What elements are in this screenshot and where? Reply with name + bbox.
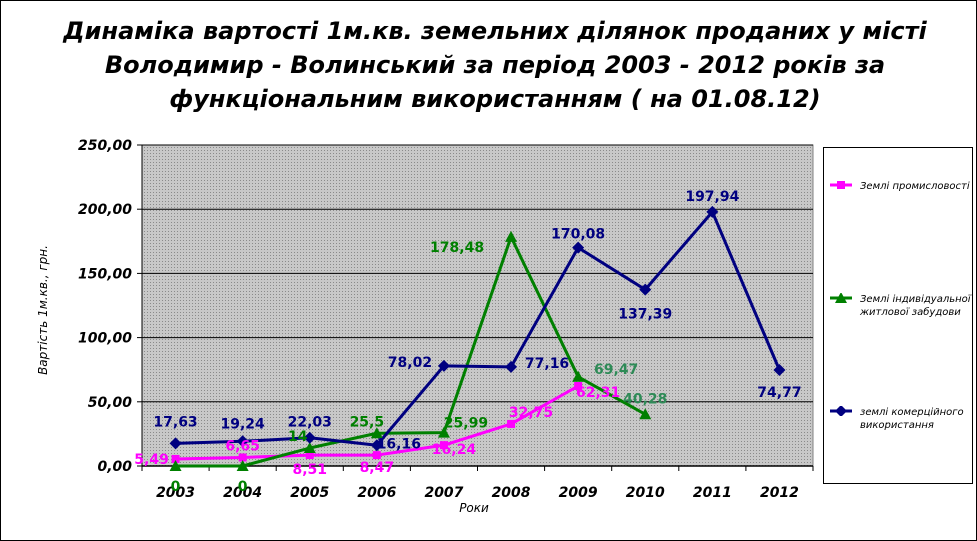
chart-title: Динаміка вартості 1м.кв. земельних ділян… bbox=[60, 14, 930, 116]
data-label: 19,24 bbox=[221, 416, 266, 432]
data-point bbox=[574, 381, 583, 390]
x-tick-label: 2004 bbox=[223, 485, 262, 501]
series-lines bbox=[169, 205, 786, 471]
data-label: 25,99 bbox=[444, 416, 488, 432]
data-label: 25,5 bbox=[350, 414, 385, 430]
data-label: 178,48 bbox=[430, 240, 484, 256]
x-tick-label: 2011 bbox=[693, 485, 732, 501]
data-point bbox=[305, 451, 314, 460]
data-point bbox=[370, 439, 383, 452]
x-tick-label: 2012 bbox=[760, 485, 799, 501]
data-point bbox=[169, 437, 182, 450]
data-labels: 5,49 6,65 8,51 8,47 16,24 32,75 62,31 0 0 14 25,5 2… bbox=[134, 189, 801, 495]
data-point bbox=[773, 363, 786, 376]
data-point bbox=[171, 454, 180, 463]
chart-title-line-1: Динаміка вартості 1м.кв. земельних ділян… bbox=[63, 17, 927, 45]
legend-marker bbox=[835, 406, 847, 416]
data-point bbox=[236, 460, 249, 471]
data-point bbox=[238, 453, 247, 462]
data-label: 32,75 bbox=[509, 405, 553, 421]
data-point bbox=[437, 359, 450, 372]
legend-label: Землі індивідуальної житлової забудови bbox=[860, 294, 971, 318]
legend-swatch bbox=[830, 293, 852, 303]
gridlines bbox=[142, 144, 813, 403]
data-label: 5,49 bbox=[134, 452, 169, 468]
data-label: 197,94 bbox=[685, 189, 739, 205]
data-label: 78,02 bbox=[388, 355, 432, 371]
data-label: 137,39 bbox=[618, 307, 672, 323]
data-point bbox=[303, 442, 316, 454]
legend-label: землі комерційного використання bbox=[860, 407, 964, 431]
x-tick-label: 2010 bbox=[626, 485, 665, 501]
data-label: 22,03 bbox=[288, 415, 332, 431]
data-point bbox=[236, 435, 249, 448]
legend-marker bbox=[837, 181, 845, 189]
data-point bbox=[706, 205, 719, 218]
data-label: 8,47 bbox=[360, 460, 395, 476]
y-tick-label: 50,00 bbox=[88, 395, 133, 411]
x-axis-title: Роки bbox=[459, 501, 489, 515]
data-point bbox=[439, 441, 448, 450]
data-label: 14 bbox=[288, 429, 308, 445]
series-line bbox=[175, 235, 646, 468]
data-point bbox=[437, 426, 450, 438]
data-label: 77,16 bbox=[525, 356, 569, 372]
data-point bbox=[639, 408, 652, 420]
x-tick-label: 2007 bbox=[424, 485, 463, 501]
data-point bbox=[572, 370, 585, 382]
y-axis-title: Вартість 1м.кв., грн. bbox=[36, 245, 50, 375]
legend-swatch bbox=[830, 181, 852, 189]
data-point bbox=[370, 427, 383, 439]
x-tick-label: 2003 bbox=[156, 485, 195, 501]
data-label: 0 bbox=[238, 479, 248, 495]
data-label: 62,31 bbox=[576, 385, 620, 401]
data-point bbox=[507, 419, 516, 428]
chart-title-line-3: функціональним використанням ( на 01.08.… bbox=[169, 85, 821, 113]
data-label: 8,51 bbox=[292, 462, 327, 478]
data-label: 69,47 bbox=[594, 362, 638, 378]
y-tick-label: 200,00 bbox=[78, 202, 132, 218]
y-tick-label: 150,00 bbox=[78, 266, 132, 282]
x-tick-label: 2006 bbox=[357, 485, 396, 501]
data-label: 74,77 bbox=[757, 385, 801, 401]
data-label: 16,24 bbox=[432, 442, 477, 458]
y-tick-label: 250,00 bbox=[78, 138, 132, 154]
x-tick-label: 2008 bbox=[492, 485, 531, 501]
data-label: 170,08 bbox=[551, 227, 605, 243]
data-label: 40,28 bbox=[623, 391, 667, 407]
y-tick-label: 100,00 bbox=[78, 331, 132, 347]
x-tick-label: 2005 bbox=[290, 485, 329, 501]
x-tick-label: 2009 bbox=[559, 485, 598, 501]
plot-area bbox=[141, 144, 814, 467]
legend-marker bbox=[835, 293, 847, 303]
y-tick-label: 0,00 bbox=[97, 459, 132, 475]
axes: 0,00 50,00 100,00 150,00 200,00 250,00 2003 200… bbox=[78, 138, 814, 501]
data-point bbox=[372, 451, 381, 460]
data-point bbox=[303, 431, 316, 444]
legend-label: Землі промисловості bbox=[860, 181, 970, 192]
legend-swatch bbox=[830, 406, 852, 416]
chart-title-line-2: Володимир - Волинський за період 2003 - … bbox=[104, 51, 886, 79]
data-label: 0 bbox=[171, 479, 181, 495]
data-point bbox=[169, 460, 182, 471]
data-point bbox=[505, 360, 518, 373]
data-point bbox=[505, 230, 518, 242]
data-label: 6,65 bbox=[225, 438, 260, 454]
legend: Землі промисловості Землі індивідуальної … bbox=[823, 147, 973, 484]
data-point bbox=[639, 283, 652, 296]
data-label: 17,63 bbox=[153, 414, 197, 430]
data-point bbox=[572, 241, 585, 254]
data-label: 16,16 bbox=[377, 436, 421, 452]
series-line bbox=[175, 210, 781, 447]
